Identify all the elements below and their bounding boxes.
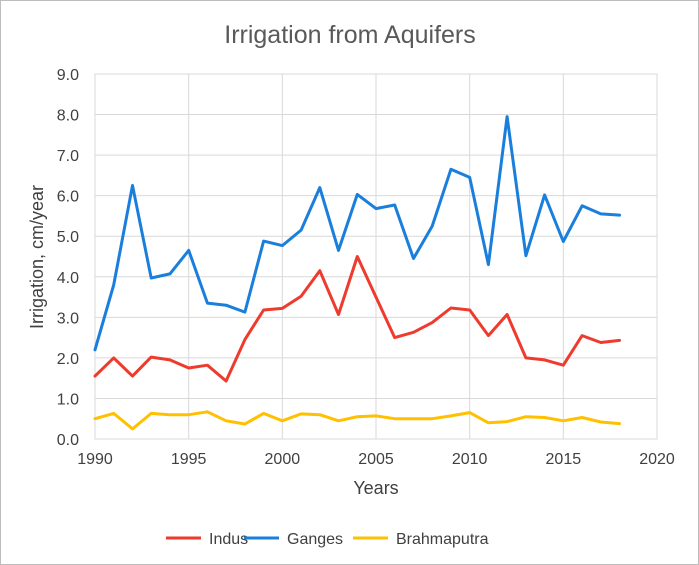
x-tick-label: 2000 [265, 451, 301, 468]
x-tick-label: 1995 [171, 451, 207, 468]
x-tick-label: 2015 [546, 451, 582, 468]
plot-border [94, 73, 658, 440]
y-tick-label: 4.0 [57, 270, 79, 287]
vertical-gridlines [94, 74, 658, 439]
y-tick-label: 1.0 [57, 391, 79, 408]
y-tick-label: 7.0 [57, 148, 79, 165]
y-tick-label: 5.0 [57, 229, 79, 246]
x-tick-label: 2020 [639, 451, 675, 468]
series-line-brahmaputra [93, 410, 621, 431]
series-line-indus [93, 255, 621, 383]
y-axis-ticks: 0.0 1.0 2.0 3.0 4.0 5.0 6.0 7.0 8.0 9.0 [57, 67, 79, 449]
chart-title: Irrigation from Aquifers [224, 21, 476, 49]
y-tick-label: 3.0 [57, 310, 79, 327]
legend-label-ganges: Ganges [287, 531, 343, 548]
y-tick-label: 0.0 [57, 432, 79, 449]
x-tick-label: 1990 [77, 451, 113, 468]
series-line-ganges [93, 115, 621, 352]
series-lines [93, 115, 621, 431]
x-tick-label: 2005 [358, 451, 394, 468]
y-tick-label: 9.0 [57, 67, 79, 84]
x-tick-label: 2010 [452, 451, 488, 468]
y-tick-label: 8.0 [57, 108, 79, 125]
y-tick-label: 6.0 [57, 189, 79, 206]
y-axis-label: Irrigation, cm/year [27, 185, 47, 329]
legend: Indus Ganges Brahmaputra [166, 531, 489, 548]
y-tick-label: 2.0 [57, 351, 79, 368]
x-axis-ticks: 1990 1995 2000 2005 2010 2015 2020 [77, 451, 675, 468]
x-axis-label: Years [353, 478, 398, 498]
plot-area [94, 73, 658, 440]
legend-label-brahmaputra: Brahmaputra [396, 531, 489, 548]
legend-label-indus: Indus [209, 531, 248, 548]
